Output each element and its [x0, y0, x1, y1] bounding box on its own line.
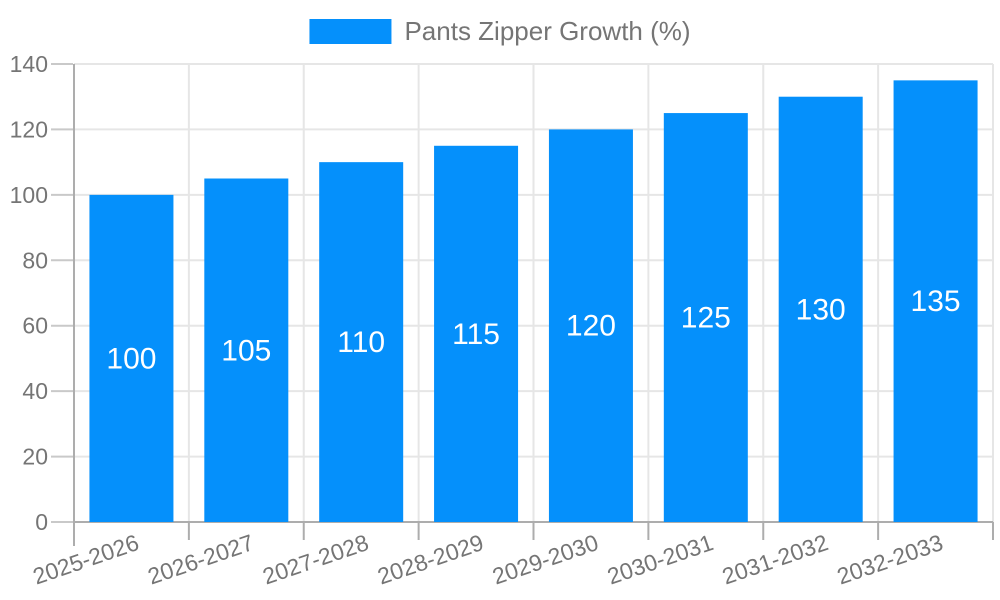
bar-value-label: 125 — [681, 302, 731, 335]
y-tick-label: 80 — [22, 247, 48, 273]
x-tick-label: 2026-2027 — [144, 529, 256, 589]
x-tick-label: 2029-2030 — [489, 529, 601, 589]
bar[interactable] — [434, 145, 519, 523]
bar-value-label: 100 — [106, 342, 156, 375]
bar-value-label: 120 — [566, 310, 616, 343]
bar[interactable] — [778, 96, 863, 522]
x-tick-label: 2027-2028 — [259, 529, 371, 589]
y-tick-label: 20 — [22, 444, 48, 470]
bar[interactable] — [204, 178, 289, 523]
bar[interactable] — [663, 113, 748, 523]
bar-value-label: 105 — [221, 334, 271, 367]
legend-label: Pants Zipper Growth (%) — [404, 16, 691, 46]
y-tick-label: 120 — [10, 116, 48, 142]
x-tick-label: 2031-2032 — [719, 529, 831, 589]
legend-swatch — [309, 18, 392, 44]
bar[interactable] — [89, 194, 174, 522]
bar[interactable] — [319, 162, 404, 522]
x-tick-label: 2030-2031 — [604, 529, 716, 589]
y-tick-label: 0 — [35, 509, 48, 535]
bar[interactable] — [893, 80, 978, 522]
y-tick-label: 60 — [22, 313, 48, 339]
bar[interactable] — [548, 129, 633, 522]
x-tick-label: 2028-2029 — [374, 529, 486, 589]
bar-value-label: 135 — [911, 285, 961, 318]
legend-item[interactable]: Pants Zipper Growth (%) — [309, 16, 691, 46]
bar-value-label: 110 — [337, 326, 385, 359]
bar-value-label: 130 — [796, 293, 846, 326]
y-tick-label: 140 — [10, 51, 48, 77]
y-tick-label: 100 — [10, 182, 48, 208]
x-tick-label: 2025-2026 — [30, 529, 142, 589]
y-tick-label: 40 — [22, 378, 48, 404]
x-tick-label: 2032-2033 — [834, 529, 946, 589]
bar-value-label: 115 — [452, 318, 500, 351]
